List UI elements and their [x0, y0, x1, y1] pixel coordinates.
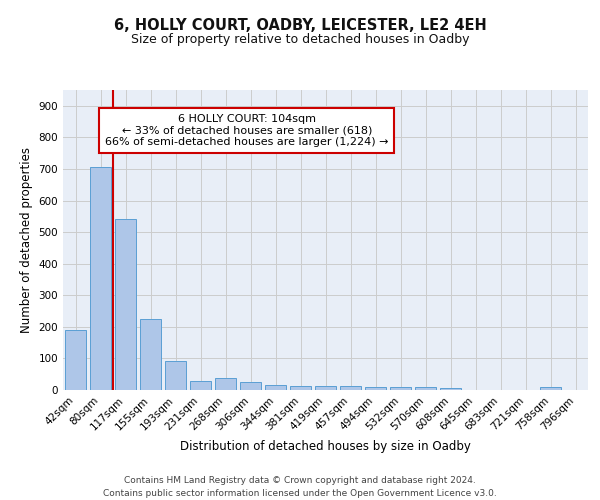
Bar — [215, 378, 236, 390]
Bar — [190, 382, 211, 390]
Bar — [365, 388, 386, 390]
Bar — [240, 382, 261, 390]
Bar — [340, 386, 361, 390]
Bar — [440, 388, 461, 390]
Bar — [290, 386, 311, 390]
Text: Size of property relative to detached houses in Oadby: Size of property relative to detached ho… — [131, 32, 469, 46]
Bar — [540, 388, 561, 390]
Bar — [390, 387, 411, 390]
X-axis label: Distribution of detached houses by size in Oadby: Distribution of detached houses by size … — [180, 440, 471, 453]
Bar — [115, 220, 136, 390]
Bar — [90, 166, 111, 390]
Bar — [415, 388, 436, 390]
Bar — [265, 386, 286, 390]
Bar — [140, 319, 161, 390]
Text: 6 HOLLY COURT: 104sqm
← 33% of detached houses are smaller (618)
66% of semi-det: 6 HOLLY COURT: 104sqm ← 33% of detached … — [105, 114, 389, 147]
Bar — [65, 330, 86, 390]
Bar — [315, 386, 336, 390]
Text: Contains HM Land Registry data © Crown copyright and database right 2024.
Contai: Contains HM Land Registry data © Crown c… — [103, 476, 497, 498]
Text: 6, HOLLY COURT, OADBY, LEICESTER, LE2 4EH: 6, HOLLY COURT, OADBY, LEICESTER, LE2 4E… — [113, 18, 487, 32]
Y-axis label: Number of detached properties: Number of detached properties — [20, 147, 33, 333]
Bar — [165, 361, 186, 390]
